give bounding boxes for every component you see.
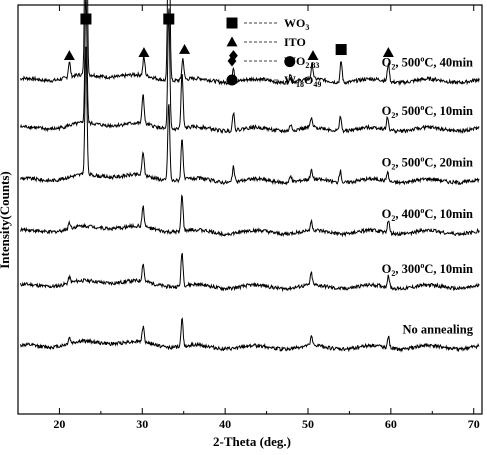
- phase-marker-triangle: [307, 50, 319, 60]
- series-lines: [20, 0, 480, 353]
- legend-label-part: 49: [313, 80, 321, 89]
- legend-label: WO3: [284, 16, 309, 32]
- xrd-pattern-line: [20, 194, 480, 238]
- series-label-part: O: [382, 104, 392, 118]
- legend-label-part: 3: [305, 23, 309, 32]
- legend-label: WO2.83: [284, 54, 319, 70]
- series-label-part: C, 10min: [424, 262, 473, 276]
- legend-label-part: 2.83: [305, 61, 319, 70]
- series-label: O2, 500oC, 40min: [382, 55, 473, 72]
- legend-marker-square: [226, 17, 238, 29]
- series-label-part: o: [420, 155, 424, 164]
- phase-marker-square: [80, 13, 92, 25]
- x-tick-label: 30: [136, 417, 148, 431]
- phase-marker-triangle: [179, 44, 191, 54]
- series-label-part: 2: [391, 163, 395, 172]
- series-label-part: , 500: [395, 56, 420, 70]
- series-label-part: O: [382, 56, 392, 70]
- series-label-part: , 300: [395, 262, 420, 276]
- series-label-part: C, 10min: [424, 104, 473, 118]
- series-label-part: 2: [391, 214, 395, 223]
- x-axis-label: 2-Theta (deg.): [213, 434, 291, 449]
- series-label-part: C, 20min: [424, 156, 473, 170]
- xrd-pattern-line: [20, 0, 480, 86]
- x-tick-label: 60: [385, 417, 397, 431]
- x-axis-ticks: 20 30 40 50 60 70: [17, 5, 480, 431]
- series-label: No annealing: [402, 322, 473, 336]
- legend-marker-triangle: [226, 36, 238, 47]
- series-label: O2, 400oC, 10min: [382, 206, 473, 223]
- series-label-part: O: [382, 262, 392, 276]
- legend-label-part: ITO: [284, 35, 306, 49]
- plot-frame-border: [17, 4, 483, 415]
- series-label: O2, 500oC, 10min: [382, 103, 473, 120]
- series-label-part: o: [420, 261, 424, 270]
- series-label-part: 2: [391, 111, 395, 120]
- series-label-part: C, 10min: [424, 207, 473, 221]
- x-tick-label: 20: [53, 417, 65, 431]
- legend-label-part: O: [304, 73, 313, 87]
- phase-marker-triangle: [63, 50, 75, 60]
- series-label-part: o: [420, 206, 424, 215]
- xrd-pattern-line: [20, 46, 480, 186]
- y-axis-label: Intensity(Counts): [0, 171, 12, 269]
- series-label-part: O: [382, 207, 392, 221]
- phase-markers: [63, 13, 394, 68]
- legend-marker-circle: [226, 74, 238, 86]
- phase-marker-diamond: [229, 50, 238, 62]
- xrd-pattern-line: [20, 0, 480, 134]
- x-tick-label: 40: [219, 417, 231, 431]
- series-label-part: 2: [391, 63, 395, 72]
- legend-label-part: W: [284, 73, 296, 87]
- series-label: O2, 500oC, 20min: [382, 155, 473, 172]
- series-label-part: o: [420, 55, 424, 64]
- xrd-pattern-line: [20, 252, 480, 293]
- legend-label-part: WO: [284, 16, 305, 30]
- phase-marker-square: [163, 13, 175, 25]
- xrd-pattern-line: [20, 317, 480, 353]
- legend-marker-diamond: [227, 55, 237, 67]
- phase-marker-triangle: [382, 47, 394, 57]
- x-tick-label: 50: [302, 417, 314, 431]
- series-label-part: o: [420, 103, 424, 112]
- legend-label-part: 18: [296, 80, 304, 89]
- legend-label-part: WO: [284, 54, 305, 68]
- phase-marker-square: [335, 44, 347, 56]
- series-label-part: , 400: [395, 207, 420, 221]
- series-label-part: 2: [391, 269, 395, 278]
- x-tick-label: 70: [468, 417, 480, 431]
- legend-label: W18O49: [284, 73, 321, 89]
- series-label-part: O: [382, 156, 392, 170]
- series-label-part: , 500: [395, 156, 420, 170]
- series-label-part: C, 40min: [424, 56, 473, 70]
- plot-frame: [17, 4, 483, 415]
- legend-label: ITO: [284, 35, 306, 49]
- series-label: O2, 300oC, 10min: [382, 261, 473, 278]
- phase-marker-triangle: [138, 47, 150, 57]
- phase-marker-circle: [284, 56, 296, 68]
- series-label-part: , 500: [395, 104, 420, 118]
